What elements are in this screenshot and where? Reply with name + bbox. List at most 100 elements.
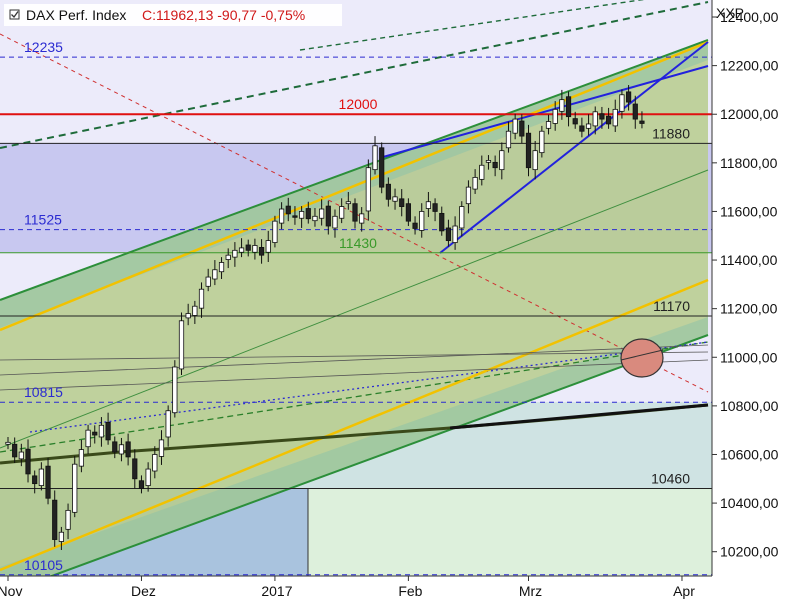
check-mark-icon <box>11 11 19 18</box>
candle-body <box>332 215 338 229</box>
candle-body <box>485 160 492 163</box>
y-tick-label: 11800,00 <box>720 155 778 171</box>
candle-body <box>285 205 291 215</box>
candle-body <box>619 94 625 112</box>
level-label-11430: 11430 <box>339 235 377 251</box>
channel-fill <box>0 40 708 595</box>
candle-body <box>105 421 111 441</box>
candle-body <box>138 480 145 489</box>
candle-body <box>592 111 598 127</box>
candle-body <box>58 531 64 542</box>
candle-body <box>38 468 44 486</box>
candle-body <box>85 429 91 448</box>
candle-body <box>499 150 505 171</box>
candle-body <box>205 276 211 287</box>
candle-body <box>18 451 24 460</box>
y-tick-label: 11000,00 <box>720 349 778 365</box>
candle-body <box>345 201 351 205</box>
candle-body <box>559 99 565 112</box>
currency-label: XXP <box>716 5 744 21</box>
y-tick-label: 12200,00 <box>720 58 779 74</box>
header-checkbox-icon[interactable] <box>9 9 20 20</box>
candle-body <box>392 196 398 202</box>
candle-body <box>98 424 105 438</box>
candle-body <box>365 167 371 212</box>
candle-body <box>612 108 618 127</box>
level-label-10105: 10105 <box>24 557 63 573</box>
target-circle-icon <box>620 338 664 378</box>
yellow-lower-line <box>0 278 709 572</box>
x-tick-label: Mrz <box>519 583 542 599</box>
blue-support-line <box>439 41 709 254</box>
candle-body <box>572 118 578 125</box>
candle-body <box>599 113 605 120</box>
x-tick-label: Feb <box>398 583 422 599</box>
candle-body <box>152 454 158 472</box>
candle-body <box>452 225 458 243</box>
channel-mid-line <box>0 169 709 449</box>
candle-body <box>238 247 245 253</box>
candle-body <box>165 410 171 438</box>
level-label-10815: 10815 <box>24 384 63 400</box>
channel-lower-line <box>0 334 709 596</box>
candle-body <box>605 115 612 125</box>
candle-body <box>552 108 558 124</box>
candle-body <box>579 125 585 132</box>
y-tick-label: 10400,00 <box>720 495 779 511</box>
candle-body <box>225 254 231 260</box>
candle-body <box>65 509 71 530</box>
candle-body <box>172 366 178 414</box>
candle-body <box>319 208 325 219</box>
y-tick-label: 10600,00 <box>720 446 779 462</box>
candle-body <box>185 313 191 319</box>
candle-body <box>25 448 31 475</box>
candle-body <box>272 220 278 243</box>
trend-lines <box>0 0 709 596</box>
chart-title: DAX Perf. Index <box>26 7 126 23</box>
candle-body <box>352 203 358 222</box>
candle-body <box>125 441 131 458</box>
candle-body <box>359 213 365 224</box>
candle-body <box>192 305 198 316</box>
candle-body <box>465 186 472 205</box>
candle-body <box>158 439 165 457</box>
y-tick-label: 10200,00 <box>720 544 779 560</box>
level-label-12000: 12000 <box>339 96 378 112</box>
background-zones <box>0 0 712 595</box>
candle-body <box>519 120 525 137</box>
candle-body <box>132 458 138 480</box>
candle-body <box>565 96 572 118</box>
candle-body <box>385 183 391 200</box>
candle-body <box>145 468 151 486</box>
candle-body <box>632 103 638 120</box>
candle-body <box>32 475 38 485</box>
candle-body <box>399 198 405 207</box>
level-label-11170: 11170 <box>653 298 690 314</box>
candle-body <box>545 121 552 129</box>
candle-body <box>432 203 438 212</box>
candle-body <box>258 247 265 256</box>
candle-body <box>198 288 205 309</box>
candle-body <box>92 431 98 436</box>
candle-body <box>312 215 318 222</box>
moving-average-black-segment <box>449 403 709 430</box>
quote-readout: C:11962,13 -90,77 -0,75% <box>142 7 305 23</box>
candle-body <box>12 443 18 458</box>
x-tick-label: Nov <box>0 583 22 599</box>
candle-body <box>118 444 125 455</box>
candle-body <box>72 463 78 513</box>
candle-body <box>512 118 518 134</box>
blue-resistance-line <box>382 65 709 158</box>
candle-body <box>532 150 538 171</box>
candle-body <box>292 215 298 218</box>
candle-body <box>212 269 218 280</box>
candle-body <box>178 320 185 370</box>
candle-body <box>339 206 345 219</box>
candle-body <box>112 441 118 453</box>
candle-body <box>419 211 425 231</box>
header-background <box>4 4 342 26</box>
y-axis-panel <box>712 0 800 600</box>
candle-body <box>278 208 285 224</box>
